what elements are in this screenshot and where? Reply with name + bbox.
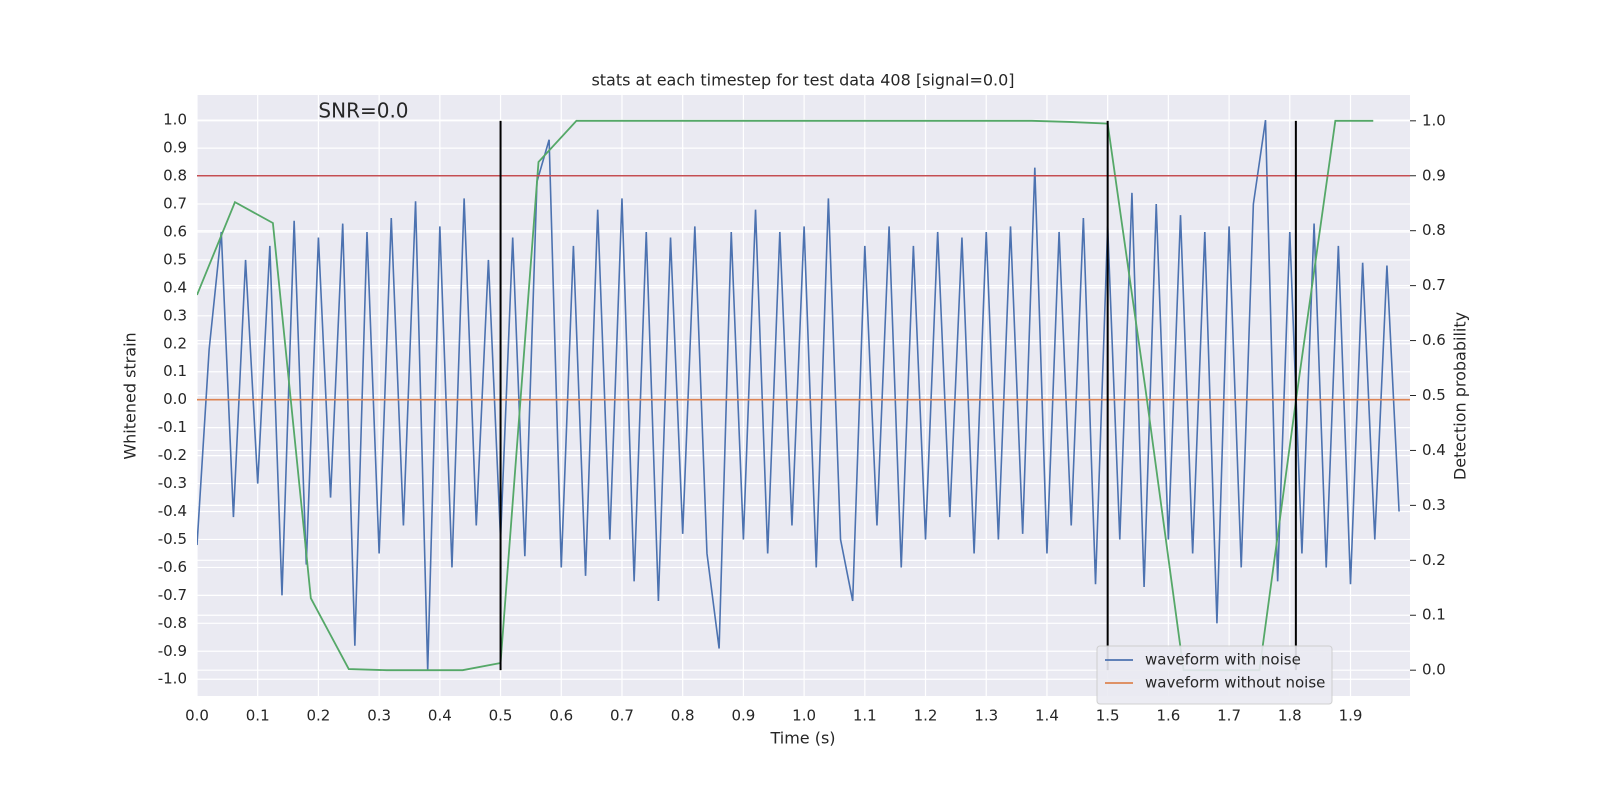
y-tick-label: 0.2 xyxy=(163,334,187,352)
y2-tick-label: 0.8 xyxy=(1422,221,1446,239)
x-tick-label: 0.7 xyxy=(610,707,634,725)
x-tick-label: 0.8 xyxy=(671,707,695,725)
x-tick-label: 1.2 xyxy=(914,707,938,725)
y-tick-label: 0.1 xyxy=(163,362,187,380)
legend-label: waveform without noise xyxy=(1145,674,1325,692)
x-tick-label: 0.9 xyxy=(731,707,755,725)
y-tick-label: 0.4 xyxy=(163,278,187,296)
x-tick-label: 1.9 xyxy=(1339,707,1363,725)
y2-tick-label: 0.4 xyxy=(1422,441,1446,459)
chart-title: stats at each timestep for test data 408… xyxy=(591,71,1014,90)
y-tick-label: 0.9 xyxy=(163,139,187,157)
x-tick-label: 1.3 xyxy=(974,707,998,725)
probability-line xyxy=(197,119,1374,672)
y-tick-label: -0.1 xyxy=(158,418,187,436)
y2-tick-label: 0.7 xyxy=(1422,276,1446,294)
x-tick-label: 1.0 xyxy=(792,707,816,725)
y-axis-label: Whitened strain xyxy=(121,332,140,459)
y2-tick-label: 0.5 xyxy=(1422,386,1446,404)
y-tick-label: -0.5 xyxy=(158,530,187,548)
x-tick-label: 0.0 xyxy=(185,707,209,725)
x-tick-label: 1.7 xyxy=(1217,707,1241,725)
y2-tick-label: 0.3 xyxy=(1422,496,1446,514)
x-tick-label: 0.1 xyxy=(246,707,270,725)
y-tick-label: 0.5 xyxy=(163,250,187,268)
y-tick-label: -0.7 xyxy=(158,586,187,604)
legend-box xyxy=(1096,645,1333,705)
x-tick-label: 1.5 xyxy=(1096,707,1120,725)
y2-tick-label: 0.1 xyxy=(1422,606,1446,624)
y-tick-label: 0.8 xyxy=(163,167,187,185)
y-tick-label: -0.9 xyxy=(158,642,187,660)
plot-layer xyxy=(197,119,1410,672)
y2-tick-label: 0.9 xyxy=(1422,166,1446,184)
x-tick-label: 0.5 xyxy=(489,707,513,725)
y2-tick-label: 0.6 xyxy=(1422,331,1446,349)
y-tick-label: 0.3 xyxy=(163,306,187,324)
x-axis-label: Time (s) xyxy=(769,729,835,748)
x-tick-label: 1.4 xyxy=(1035,707,1059,725)
legend-label: waveform with noise xyxy=(1145,651,1301,669)
x-tick-label: 0.3 xyxy=(367,707,391,725)
x-tick-label: 1.1 xyxy=(853,707,877,725)
x-tick-label: 0.4 xyxy=(428,707,452,725)
y2-tick-label: 1.0 xyxy=(1422,111,1446,129)
y-tick-label: -0.6 xyxy=(158,558,187,576)
annotation: SNR=0.0 xyxy=(318,99,408,123)
x-tick-label: 0.2 xyxy=(306,707,330,725)
series-line xyxy=(197,120,1400,671)
x-tick-label: 0.6 xyxy=(549,707,573,725)
y-tick-label: -0.2 xyxy=(158,446,187,464)
y-tick-label: -0.3 xyxy=(158,474,187,492)
y-tick-label: 0.7 xyxy=(163,195,187,213)
y-tick-label: 0.6 xyxy=(163,222,187,240)
y-tick-label: -1.0 xyxy=(158,670,187,688)
x-tick-label: 1.6 xyxy=(1156,707,1180,725)
y-tick-label: -0.4 xyxy=(158,502,187,520)
y2-axis-label: Detection probability xyxy=(1451,312,1470,480)
y-tick-label: 1.0 xyxy=(163,111,187,129)
y-tick-label: 0.0 xyxy=(163,390,187,408)
y-tick-label: -0.8 xyxy=(158,614,187,632)
x-tick-label: 1.8 xyxy=(1278,707,1302,725)
y2-tick-label: 0.2 xyxy=(1422,551,1446,569)
y2-tick-label: 0.0 xyxy=(1422,661,1446,679)
